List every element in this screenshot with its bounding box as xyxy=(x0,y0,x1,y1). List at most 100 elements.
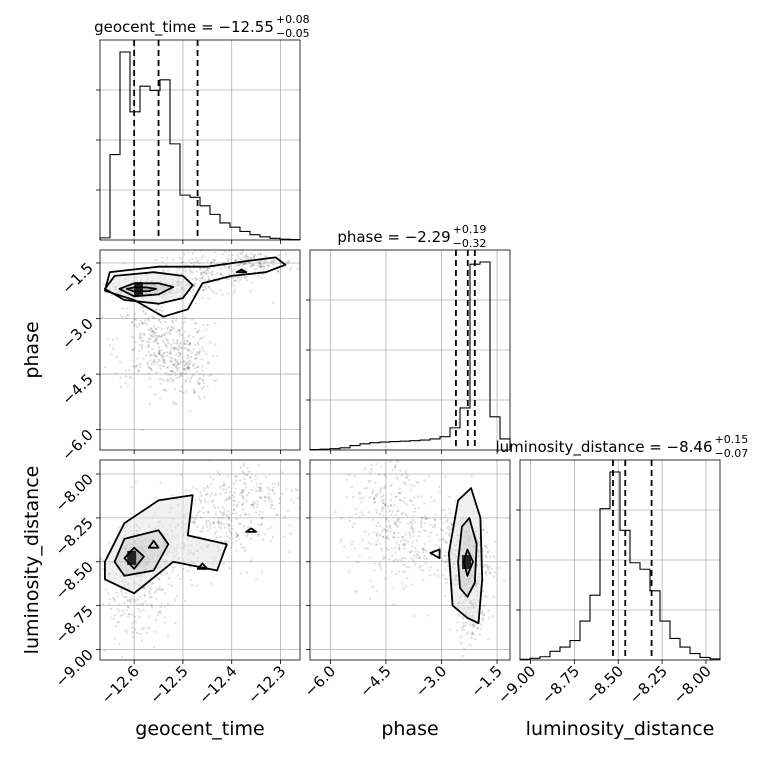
sample-point xyxy=(160,334,164,337)
sample-point xyxy=(196,365,199,369)
sample-point xyxy=(134,480,137,483)
sample-point xyxy=(168,342,171,346)
sample-point xyxy=(180,261,183,264)
sample-point xyxy=(185,362,188,365)
sample-point xyxy=(199,250,202,252)
sample-point xyxy=(420,516,423,519)
sample-point xyxy=(138,633,142,636)
sample-point xyxy=(429,496,433,499)
sample-point xyxy=(152,336,155,339)
sample-point xyxy=(219,535,222,539)
sample-point xyxy=(129,376,132,380)
sample-point xyxy=(426,517,429,520)
sample-point xyxy=(247,255,250,259)
sample-point xyxy=(236,534,239,538)
sample-point xyxy=(204,500,207,504)
sample-point xyxy=(256,505,259,509)
sample-point xyxy=(239,466,243,469)
sample-point xyxy=(222,511,226,514)
sample-point xyxy=(114,637,117,640)
sample-point xyxy=(144,312,148,315)
sample-point xyxy=(435,544,438,547)
sample-point xyxy=(195,356,198,359)
panel-border xyxy=(99,249,301,451)
sample-point xyxy=(484,554,487,557)
sample-point xyxy=(423,515,426,518)
sample-point xyxy=(363,530,367,533)
sample-point xyxy=(152,329,155,333)
sample-point xyxy=(165,263,168,266)
sample-point xyxy=(134,628,137,631)
sample-point xyxy=(245,473,248,477)
sample-point xyxy=(369,467,373,471)
sample-point xyxy=(272,260,276,263)
sample-point xyxy=(148,377,151,380)
sample-point xyxy=(226,277,229,281)
sample-point xyxy=(423,557,426,560)
sample-point xyxy=(153,630,157,634)
sample-point xyxy=(410,526,413,529)
sample-point xyxy=(411,545,414,548)
sample-point xyxy=(263,533,267,536)
sample-point xyxy=(353,547,357,550)
sample-point xyxy=(200,387,204,390)
sample-point xyxy=(127,605,130,609)
sample-point xyxy=(383,528,386,531)
sample-point xyxy=(386,529,389,532)
sample-point xyxy=(171,320,174,323)
sample-point xyxy=(412,535,415,538)
sample-point xyxy=(187,363,190,366)
sample-point xyxy=(409,550,412,554)
sample-point xyxy=(482,617,485,620)
panel-title: geocent_time = −12.55 xyxy=(94,18,274,37)
sample-point xyxy=(241,491,244,494)
sample-point xyxy=(231,542,234,545)
sample-point xyxy=(404,481,407,484)
sample-point xyxy=(265,260,269,263)
sample-point xyxy=(241,251,244,255)
sample-point xyxy=(375,462,378,466)
sample-point xyxy=(250,480,253,483)
sample-point xyxy=(172,363,175,366)
sample-point xyxy=(383,485,387,488)
sample-point xyxy=(177,363,180,366)
sample-point xyxy=(115,372,118,375)
sample-point xyxy=(246,279,249,282)
sample-point xyxy=(436,533,439,536)
hist-luminosity_distance-panel: −9.00−8.75−8.50−8.25−8.00luminosity_dist… xyxy=(494,433,748,707)
sample-point xyxy=(178,376,181,379)
sample-point xyxy=(226,515,229,518)
sample-point xyxy=(207,529,210,532)
sample-point xyxy=(199,501,202,504)
sample-point xyxy=(101,560,105,563)
sample-point xyxy=(358,491,361,494)
sample-point xyxy=(160,309,164,313)
sample-point xyxy=(175,342,178,345)
sample-point xyxy=(444,554,447,557)
sample-point xyxy=(155,590,158,593)
sample-point xyxy=(238,538,241,541)
sample-point xyxy=(448,533,451,536)
sample-point xyxy=(154,339,157,342)
sample-point xyxy=(492,575,495,578)
sample-point xyxy=(395,495,398,499)
sample-point xyxy=(174,598,177,602)
sample-point xyxy=(143,333,146,337)
sample-point xyxy=(144,600,147,603)
sample-point xyxy=(173,347,177,350)
sample-point xyxy=(157,349,160,353)
sample-point xyxy=(412,496,416,499)
sample-point xyxy=(163,341,166,345)
sample-point xyxy=(177,329,181,332)
sample-point xyxy=(212,504,216,507)
sample-point xyxy=(179,257,183,260)
sample-point xyxy=(263,266,266,269)
sample-point xyxy=(135,325,139,329)
sample-point xyxy=(131,359,134,362)
sample-point xyxy=(227,517,231,520)
sample-point xyxy=(432,499,436,503)
density-phase-luminosity_distance-panel: −6.0 −4.5 −3.0 −1.5 xyxy=(301,459,511,701)
sample-point xyxy=(269,497,272,500)
sample-point xyxy=(160,354,163,357)
sample-point xyxy=(234,512,237,515)
